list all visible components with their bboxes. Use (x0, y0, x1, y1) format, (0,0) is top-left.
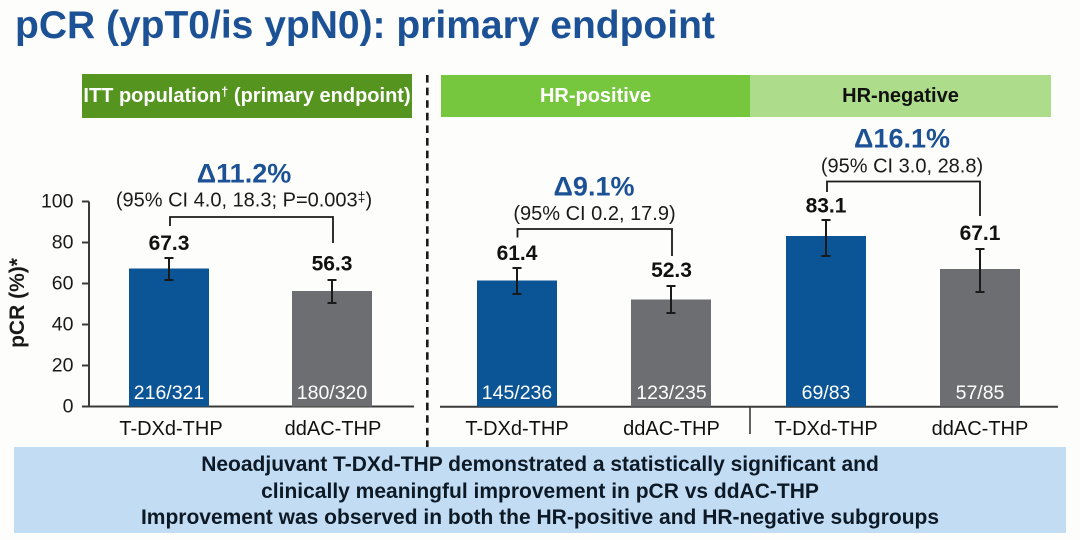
svg-text:83.1: 83.1 (806, 195, 847, 218)
svg-text:T-DXd-THP: T-DXd-THP (465, 418, 568, 440)
svg-text:145/236: 145/236 (482, 382, 553, 404)
svg-text:0: 0 (63, 396, 74, 418)
svg-text:T-DXd-THP: T-DXd-THP (119, 418, 222, 440)
svg-text:67.3: 67.3 (149, 232, 190, 255)
svg-text:67.1: 67.1 (960, 222, 1001, 245)
svg-text:123/235: 123/235 (636, 382, 707, 404)
svg-text:216/321: 216/321 (134, 382, 205, 404)
svg-text:(95% CI 3.0, 28.8): (95% CI 3.0, 28.8) (821, 156, 983, 178)
svg-text:180/320: 180/320 (297, 382, 368, 404)
svg-text:ddAC-THP: ddAC-THP (285, 418, 382, 440)
svg-text:Δ16.1%: Δ16.1% (854, 124, 950, 154)
svg-text:52.3: 52.3 (651, 259, 692, 282)
svg-text:Δ9.1%: Δ9.1% (554, 171, 635, 201)
svg-text:T-DXd-THP: T-DXd-THP (774, 418, 877, 440)
svg-text:Δ11.2%: Δ11.2% (197, 159, 291, 189)
svg-text:100: 100 (41, 191, 74, 213)
svg-text:ddAC-THP: ddAC-THP (623, 418, 720, 440)
svg-text:60: 60 (52, 273, 74, 295)
svg-text:57/85: 57/85 (956, 382, 1005, 404)
svg-text:40: 40 (52, 314, 74, 336)
svg-text:69/83: 69/83 (802, 382, 851, 404)
svg-text:80: 80 (52, 232, 74, 254)
svg-text:20: 20 (52, 355, 74, 377)
svg-text:61.4: 61.4 (497, 242, 538, 265)
svg-text:56.3: 56.3 (312, 253, 353, 276)
svg-text:ddAC-THP: ddAC-THP (932, 418, 1029, 440)
svg-text:pCR (%)*: pCR (%)* (6, 257, 29, 348)
svg-text:(95% CI 0.2, 17.9): (95% CI 0.2, 17.9) (513, 203, 675, 225)
svg-text:(95% CI 4.0, 18.3; P=0.003‡): (95% CI 4.0, 18.3; P=0.003‡) (116, 189, 372, 212)
